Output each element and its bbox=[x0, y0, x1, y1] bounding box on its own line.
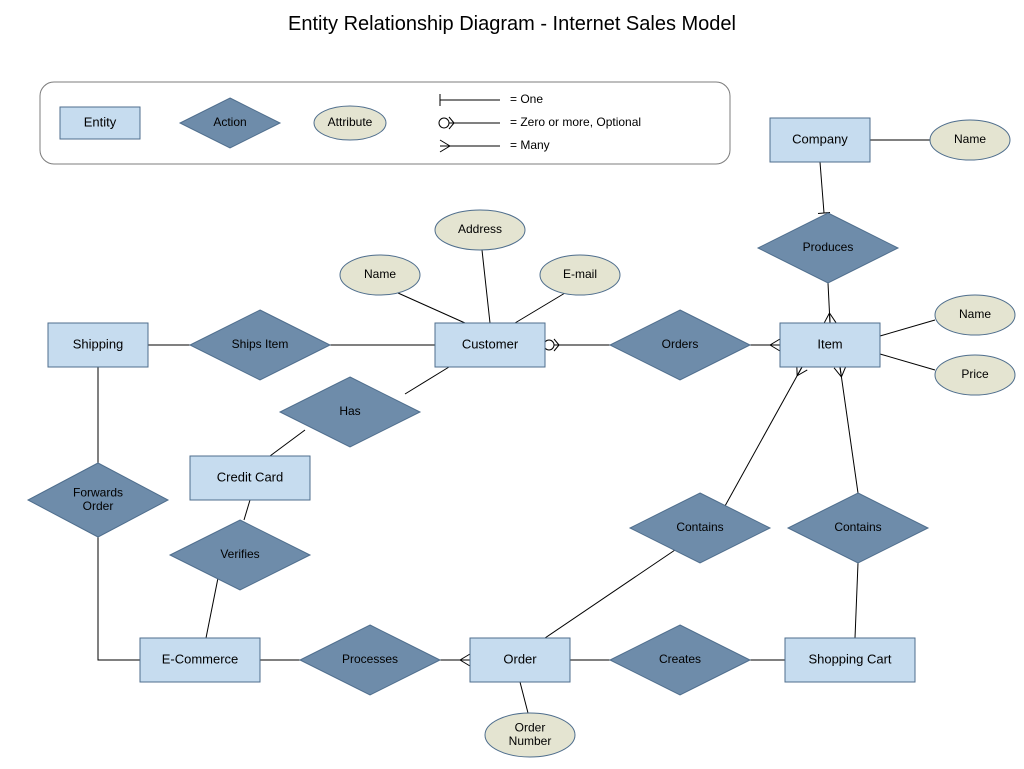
edge-customer-cu_mail bbox=[515, 293, 565, 323]
edge-has-credit bbox=[270, 430, 305, 456]
action-processes: Processes bbox=[300, 625, 440, 695]
action-contains2: Contains bbox=[788, 493, 928, 563]
entity-legend: Entity bbox=[60, 107, 140, 139]
svg-text:Contains: Contains bbox=[834, 520, 881, 534]
edge-item-i_price bbox=[880, 354, 935, 370]
svg-text:Item: Item bbox=[817, 336, 842, 351]
entity-ecommerce: E-Commerce bbox=[140, 638, 260, 682]
edge-item-i_name bbox=[880, 320, 935, 336]
attribute-cu_mail: E-mail bbox=[540, 255, 620, 295]
action-creates: Creates bbox=[610, 625, 750, 695]
attribute-cu_name: Name bbox=[340, 255, 420, 295]
edge-contains2-item bbox=[840, 367, 858, 493]
edge-forwards-ecommerce bbox=[98, 537, 140, 660]
svg-text:Forwards: Forwards bbox=[73, 485, 123, 499]
svg-text:Shipping: Shipping bbox=[73, 336, 124, 351]
svg-text:Processes: Processes bbox=[342, 652, 398, 666]
edge-customer-cu_name bbox=[398, 293, 465, 323]
svg-text:Verifies: Verifies bbox=[220, 547, 259, 561]
edge-verifies-ecommerce bbox=[206, 578, 218, 638]
svg-text:Address: Address bbox=[458, 222, 502, 236]
svg-text:Credit Card: Credit Card bbox=[217, 469, 283, 484]
edge-contains1-item bbox=[725, 367, 802, 506]
entity-shipping: Shipping bbox=[48, 323, 148, 367]
entity-order: Order bbox=[470, 638, 570, 682]
action-verifies: Verifies bbox=[170, 520, 310, 590]
edge-credit-verifies bbox=[244, 500, 250, 520]
entity-cart: Shopping Cart bbox=[785, 638, 915, 682]
diagram-title: Entity Relationship Diagram - Internet S… bbox=[288, 13, 736, 35]
svg-text:Attribute: Attribute bbox=[328, 115, 373, 129]
edge-customer-cu_addr bbox=[482, 250, 490, 323]
svg-text:Order: Order bbox=[503, 651, 537, 666]
entity-credit: Credit Card bbox=[190, 456, 310, 500]
svg-text:Shopping Cart: Shopping Cart bbox=[808, 651, 891, 666]
svg-text:Creates: Creates bbox=[659, 652, 701, 666]
svg-text:Name: Name bbox=[959, 307, 991, 321]
entity-company: Company bbox=[770, 118, 870, 162]
edge-cart-contains2 bbox=[855, 563, 858, 638]
attribute-ordno: OrderNumber bbox=[485, 713, 575, 757]
edge-order-contains1 bbox=[545, 550, 675, 638]
attribute-i_name: Name bbox=[935, 295, 1015, 335]
svg-text:Produces: Produces bbox=[803, 240, 854, 254]
edge-company-produces bbox=[820, 162, 824, 213]
svg-text:Company: Company bbox=[792, 131, 848, 146]
action-orders: Orders bbox=[610, 310, 750, 380]
svg-text:Name: Name bbox=[364, 267, 396, 281]
legend-notation-zero: = Zero or more, Optional bbox=[510, 115, 641, 129]
attribute-legend: Attribute bbox=[314, 106, 386, 140]
attribute-i_price: Price bbox=[935, 355, 1015, 395]
svg-text:Ships Item: Ships Item bbox=[232, 337, 289, 351]
svg-text:Orders: Orders bbox=[662, 337, 699, 351]
svg-text:Order: Order bbox=[83, 499, 114, 513]
svg-text:Number: Number bbox=[509, 734, 552, 748]
attribute-cu_addr: Address bbox=[435, 210, 525, 250]
svg-text:Contains: Contains bbox=[676, 520, 723, 534]
svg-text:E-Commerce: E-Commerce bbox=[162, 651, 239, 666]
edge-order-ordno bbox=[520, 682, 528, 713]
legend-notation-one: = One bbox=[510, 92, 543, 106]
action-has: Has bbox=[280, 377, 420, 447]
svg-text:Has: Has bbox=[339, 404, 360, 418]
legend-notation-many: = Many bbox=[510, 138, 550, 152]
attribute-c_name: Name bbox=[930, 120, 1010, 160]
svg-text:Customer: Customer bbox=[462, 336, 519, 351]
svg-text:Price: Price bbox=[961, 367, 989, 381]
svg-text:Entity: Entity bbox=[84, 114, 117, 129]
entity-customer: Customer bbox=[435, 323, 545, 367]
action-contains1: Contains bbox=[630, 493, 770, 563]
action-shipsitem: Ships Item bbox=[190, 310, 330, 380]
edge-customer-has bbox=[405, 367, 449, 394]
svg-text:E-mail: E-mail bbox=[563, 267, 597, 281]
svg-text:Action: Action bbox=[213, 115, 246, 129]
action-produces: Produces bbox=[758, 213, 898, 283]
svg-text:Name: Name bbox=[954, 132, 986, 146]
action-forwards: ForwardsOrder bbox=[28, 463, 168, 537]
entity-item: Item bbox=[780, 323, 880, 367]
svg-text:Order: Order bbox=[515, 720, 546, 734]
